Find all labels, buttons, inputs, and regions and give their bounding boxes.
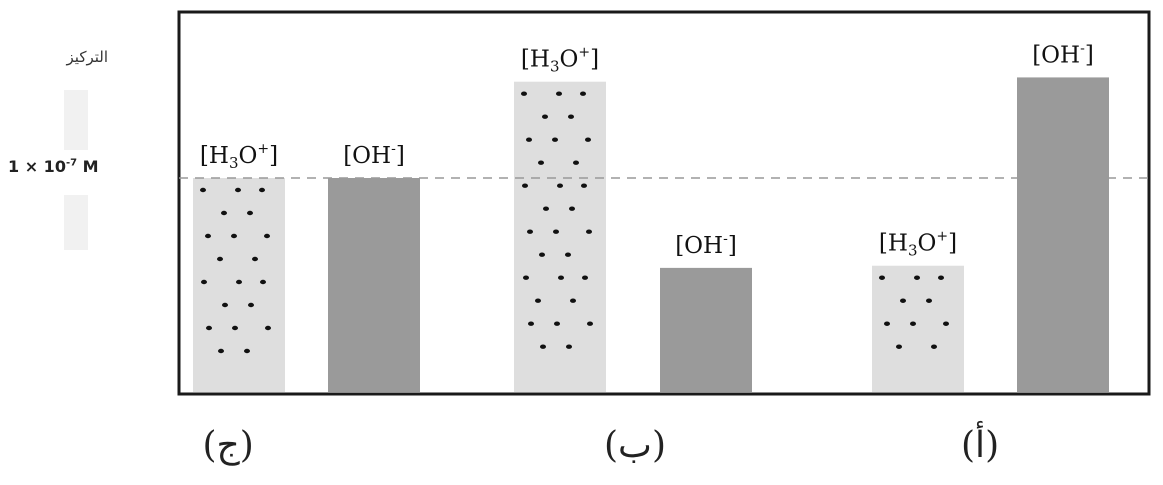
concentration-dot	[884, 321, 890, 326]
concentration-dot	[900, 298, 906, 303]
concentration-dot	[557, 183, 563, 188]
bar-1-oh-label: [OH-]	[675, 231, 737, 259]
bar-2-h3o-label: [H3O+]	[879, 229, 957, 260]
plot-frame	[177, 10, 1151, 396]
concentration-dot	[943, 321, 949, 326]
concentration-dot	[522, 183, 528, 188]
bar-2-oh	[1017, 77, 1109, 393]
concentration-dot	[244, 348, 250, 354]
concentration-dot	[586, 229, 592, 234]
group-label-c: (ج)	[202, 425, 254, 466]
concentration-dot	[914, 275, 920, 280]
concentration-dot	[582, 275, 588, 280]
concentration-dot	[570, 298, 576, 303]
bar-0-h3o	[193, 178, 285, 392]
concentration-dot	[521, 91, 527, 96]
bar-0-oh-label: [OH-]	[343, 141, 405, 169]
bar-2-oh-label: [OH-]	[1032, 40, 1094, 68]
concentration-dot	[573, 160, 579, 165]
concentration-dot	[581, 183, 587, 188]
concentration-dot	[553, 229, 559, 234]
concentration-dot	[523, 275, 529, 280]
concentration-dot	[538, 160, 544, 165]
concentration-dot	[542, 114, 548, 119]
bar-1-h3o-label: [H3O+]	[521, 45, 599, 76]
bar-1-oh	[660, 267, 752, 392]
concentration-dot	[218, 348, 224, 354]
concentration-dot	[236, 279, 242, 285]
group-label-b: (ب)	[604, 425, 666, 466]
concentration-dot	[566, 344, 572, 349]
concentration-dot	[565, 252, 571, 257]
concentration-dot	[540, 344, 546, 349]
concentration-dot	[568, 114, 574, 119]
concentration-dot	[235, 187, 241, 193]
concentration-dot	[556, 91, 562, 96]
concentration-dot	[259, 187, 265, 193]
concentration-dot	[569, 206, 575, 211]
concentration-dot	[535, 298, 541, 303]
concentration-dot	[232, 325, 238, 331]
concentration-dot	[265, 325, 271, 331]
concentration-dot	[896, 344, 902, 349]
bar-2-h3o	[872, 265, 964, 392]
concentration-dot	[938, 275, 944, 280]
concentration-dot	[585, 137, 591, 142]
concentration-dot	[552, 137, 558, 142]
bar-1-h3o	[514, 81, 606, 392]
concentration-dot	[264, 233, 270, 239]
concentration-dot	[528, 321, 534, 326]
concentration-dot	[231, 233, 237, 239]
concentration-dot	[580, 91, 586, 96]
reference-value-label: 1 × 10-7 M	[8, 157, 99, 176]
concentration-dot	[931, 344, 937, 349]
concentration-dot	[543, 206, 549, 211]
concentration-dot	[526, 137, 532, 142]
concentration-dot	[252, 256, 258, 262]
concentration-dot	[527, 229, 533, 234]
concentration-dot	[879, 275, 885, 280]
bar-0-h3o-label: [H3O+]	[200, 141, 278, 172]
group-label-a: (أ)	[961, 425, 1000, 466]
y-axis-label: التركيز	[66, 48, 108, 66]
concentration-dot	[247, 210, 253, 216]
concentration-dot	[910, 321, 916, 326]
concentration-dot	[926, 298, 932, 303]
concentration-dot	[221, 210, 227, 216]
concentration-dot	[554, 321, 560, 326]
concentration-dot	[587, 321, 593, 326]
concentration-dot	[201, 279, 207, 285]
bar-0-oh	[328, 178, 420, 392]
y-axis-arrow-up-icon	[64, 90, 88, 150]
concentration-dot	[217, 256, 223, 262]
concentration-dot	[248, 302, 254, 308]
concentration-dot	[200, 187, 206, 193]
concentration-dot	[206, 325, 212, 331]
y-axis-arrow-down-icon	[64, 195, 88, 250]
concentration-dot	[558, 275, 564, 280]
concentration-dot	[539, 252, 545, 257]
concentration-dot	[222, 302, 228, 308]
concentration-dot	[205, 233, 211, 239]
concentration-dot	[260, 279, 266, 285]
